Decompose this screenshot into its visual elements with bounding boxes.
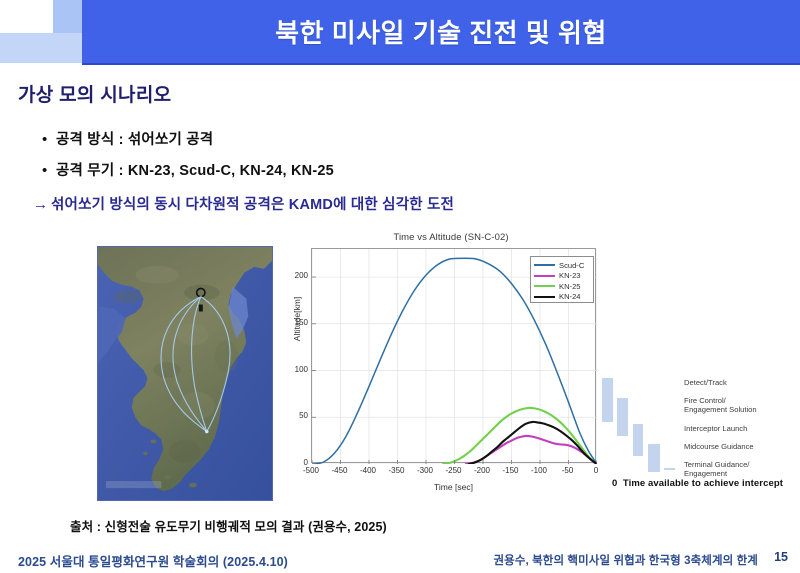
legend-swatch-icon [534,264,555,267]
legend-label: KN-25 [559,281,581,291]
chart-x-tick: -300 [416,466,433,475]
timeline-step-bar [617,398,628,436]
chart-y-tick: 100 [294,364,308,374]
intercept-caption: 0 Time available to achieve intercept [612,478,783,489]
conclusion-statement: → 섞어쏘기 방식의 동시 다차원적 공격은 KAMD에 대한 심각한 도전 [33,193,454,214]
chart-tickmarks [312,276,597,464]
footer-right-text: 권용수, 북한의 핵미사일 위협과 한국형 3축체계의 한계 [493,555,758,567]
chart-y-axis-label: Altitude[km] [292,296,302,342]
bullet-item-attack-weapons: • 공격 무기 : KN-23, Scud-C, KN-24, KN-25 [42,159,334,180]
chart-x-tick: -350 [388,466,405,475]
chart-y-tick: 0 [303,458,308,467]
slide-header: 북한 미사일 기술 진전 및 위협 [0,0,800,66]
legend-swatch-icon [534,295,555,298]
chart-x-tick: -400 [359,466,376,475]
section-subtitle: 가상 모의 시나리오 [18,85,172,106]
altitude-time-chart: Time vs Altitude (SN-C-02) 0 50 100 150 200 … [286,232,626,504]
chart-y-tick: 50 [299,411,308,421]
chart-y-tick: 150 [294,317,308,327]
chart-series-canvas [312,249,597,464]
header-decor-square-bottom [53,33,82,63]
timeline-step-bar [648,444,660,472]
title-bar [82,0,800,65]
legend-label: KN-24 [559,292,581,302]
bullet-item-attack-method: • 공격 방식 : 섞어쏘기 공격 [42,128,213,149]
chart-x-tick: -500 [302,466,319,475]
timeline-step-label: Interceptor Launch [684,424,748,433]
bullet-dot-icon: • [42,131,48,148]
conclusion-label: 섞어쏘기 방식의 동시 다차원적 공격은 KAMD에 대한 심각한 도전 [51,197,455,213]
chart-line-kn-24 [467,420,597,464]
legend-item-scud-c[interactable]: Scud-C [534,260,590,271]
chart-x-tick: -250 [445,466,462,475]
chart-x-axis-label: Time [sec] [434,482,473,492]
chart-title: Time vs Altitude (SN-C-02) [393,232,509,243]
legend-label: Scud-C [559,260,585,270]
chart-x-tick: -200 [473,466,490,475]
chart-x-tick: -450 [331,466,348,475]
footer-left-text: 2025 서울대 통일평화연구원 학술회의 (2025.4.10) [18,555,288,569]
satellite-map-figure [97,246,273,501]
legend-item-kn-24[interactable]: KN-24 [534,292,590,303]
arrow-right-icon: → [33,196,48,213]
chart-x-tick: 0 [593,466,599,475]
source-caption: 출처 : 신형전술 유도무기 비행궤적 모의 결과 (권용수, 2025) [70,520,387,534]
timeline-step-bar [633,424,643,456]
timeline-step-label: Midcourse Guidance [684,442,754,451]
chart-line-kn-23 [464,434,597,464]
page-number: 15 [774,550,788,564]
chart-series-lines [312,257,597,464]
map-graphic [98,247,272,500]
timeline-step-label: Detect/Track [684,378,727,387]
chart-gridlines [312,249,597,464]
chart-x-tick: -50 [561,466,574,475]
intercept-timeline-annotation: Detect/Track Fire Control/Engagement Solu… [598,376,800,496]
bullet-label: 공격 무기 : KN-23, Scud-C, KN-24, KN-25 [56,163,334,179]
legend-swatch-icon [534,285,555,288]
chart-line-scud-c [312,257,597,464]
chart-line-kn-25 [442,406,597,464]
chart-legend: Scud-C KN-23 KN-25 KN-24 [530,256,594,303]
legend-item-kn-23[interactable]: KN-23 [534,271,590,282]
timeline-step-bar [602,378,613,422]
intercept-origin-tick: 0 [612,478,618,489]
chart-y-tick: 200 [294,271,308,281]
legend-swatch-icon [534,274,555,277]
bullet-dot-icon: • [42,162,48,179]
timeline-step-bar [664,468,675,470]
header-decor-square-top [53,0,82,33]
page-title: 북한 미사일 기술 진전 및 위협 [275,18,607,48]
intercept-caption-label: Time available to achieve intercept [622,478,784,489]
bullet-label: 공격 방식 : 섞어쏘기 공격 [56,132,214,148]
legend-label: KN-23 [559,271,581,281]
chart-x-tick: -150 [502,466,519,475]
chart-x-tick: -100 [530,466,547,475]
timeline-step-label: Terminal Guidance/Engagement [684,460,750,479]
header-decor-square-left [0,33,53,63]
timeline-step-label: Fire Control/Engagement Solution [684,396,757,415]
legend-item-kn-25[interactable]: KN-25 [534,281,590,292]
